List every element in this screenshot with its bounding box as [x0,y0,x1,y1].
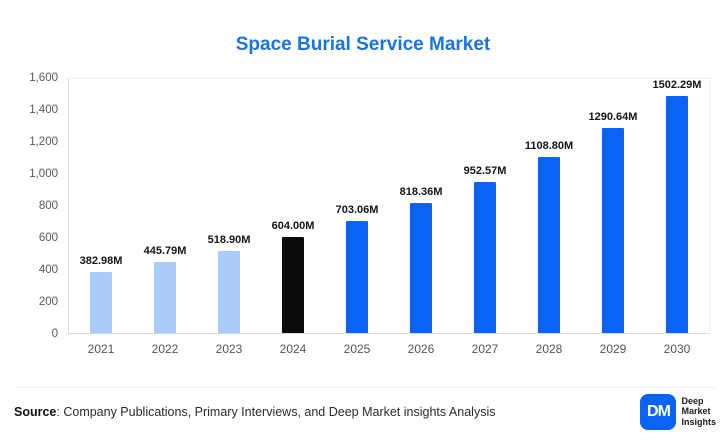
bar [602,128,624,333]
bar [410,203,432,333]
bar [90,272,112,333]
bar [154,262,176,333]
y-axis-tick: 1,400 [29,104,58,116]
bar-column: 1108.80M 2028 [517,79,581,356]
dmi-logo-text-line: Market [681,406,711,417]
y-axis: 0 200 400 600 800 1,000 1,200 1,400 1,600 [14,72,58,340]
bar [346,221,368,333]
bar-column: 518.90M 2023 [197,79,261,356]
dmi-logo: DM Deep Market Insights [640,393,716,430]
x-axis-label: 2026 [407,342,435,356]
y-axis-tick: 400 [38,264,58,276]
source-label: Source [14,404,57,419]
y-axis-tick: 600 [38,232,58,244]
x-axis-label: 2028 [535,342,563,356]
bar-value-label: 445.79M [143,245,187,258]
bar-value-label: 952.57M [463,164,507,177]
bar-value-label: 818.36M [399,186,443,199]
bar [282,237,304,333]
dmi-logo-text-line: Insights [681,416,716,427]
bar-column: 604.00M 2024 [261,79,325,356]
footer: Source: Company Publications, Primary In… [14,387,716,435]
x-axis-label: 2021 [87,342,115,356]
dmi-logo-text-line: Deep [681,395,704,406]
bar-chart: 0 200 400 600 800 1,000 1,200 1,400 1,600 382.98… [14,62,712,364]
plot-area: 382.98M 2021 445.79M 2022 518.90M 2023 604.00M… [68,78,710,356]
x-axis-label: 2029 [599,342,627,356]
dmi-logo-text: Deep Market Insights [681,396,716,427]
source-note: Source: Company Publications, Primary In… [14,405,495,419]
bar-column: 445.79M 2022 [133,79,197,356]
y-axis-tick: 1,200 [29,136,58,148]
bar-column: 382.98M 2021 [69,79,133,356]
bar-column: 952.57M 2027 [453,79,517,356]
bar [218,250,240,333]
x-axis-label: 2027 [471,342,499,356]
x-axis-label: 2030 [663,342,691,356]
bar-column: 1290.64M 2029 [581,79,645,356]
bar-value-label: 518.90M [207,233,251,246]
x-axis-label: 2024 [279,342,307,356]
bar-column: 703.06M 2025 [325,79,389,356]
bar [474,181,496,333]
y-axis-tick: 1,000 [29,168,58,180]
dmi-logo-monogram: DM [640,393,677,430]
source-text: : Company Publications, Primary Intervie… [56,404,496,419]
bar-value-label: 1502.29M [652,79,702,91]
bar-value-label: 1108.80M [524,139,574,152]
x-axis-label: 2025 [343,342,371,356]
bar [666,96,688,333]
y-axis-tick: 0 [51,328,58,340]
x-axis-label: 2023 [215,342,243,356]
bar-column: 818.36M 2026 [389,79,453,356]
bar-value-label: 604.00M [271,220,315,233]
bar-value-label: 382.98M [79,255,123,268]
y-axis-tick: 1,600 [29,72,58,84]
x-axis-label: 2022 [151,342,179,356]
bar-value-label: 703.06M [335,204,379,217]
bar [538,156,560,333]
y-axis-tick: 800 [38,200,58,212]
bar-column: 1502.29M 2030 [645,79,709,356]
chart-title: Space Burial Service Market [235,34,491,55]
bar-value-label: 1290.64M [588,111,638,124]
y-axis-tick: 200 [38,296,58,308]
